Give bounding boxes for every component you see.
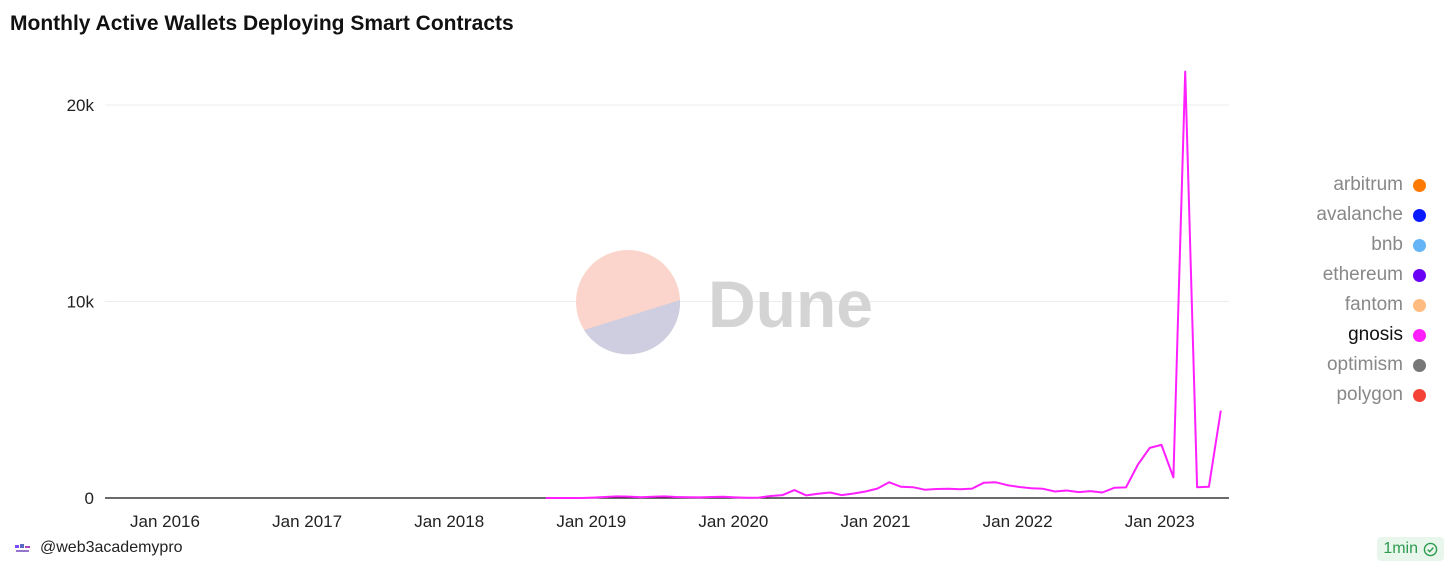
legend-item-arbitrum[interactable]: arbitrum [1333, 170, 1426, 200]
chart-title: Monthly Active Wallets Deploying Smart C… [10, 12, 514, 35]
legend-item-bnb[interactable]: bnb [1371, 230, 1426, 260]
legend-dot-icon [1413, 178, 1426, 192]
x-tick-label: Jan 2023 [1125, 512, 1195, 531]
x-tick-label: Jan 2020 [698, 512, 768, 531]
x-tick-label: Jan 2017 [272, 512, 342, 531]
refresh-interval: 1min [1383, 540, 1418, 557]
dune-watermark: Dune [576, 250, 873, 355]
y-tick-label: 20k [67, 96, 95, 115]
legend-dot-icon [1413, 388, 1426, 402]
legend-dot-icon [1413, 328, 1426, 342]
y-tick-label: 0 [85, 489, 94, 508]
x-tick-label: Jan 2021 [841, 512, 911, 531]
chart-legend: arbitrum avalanche bnb ethereum fantom gnosis… [1316, 170, 1426, 410]
author-credit[interactable]: @web3academypro [14, 539, 183, 557]
legend-item-ethereum[interactable]: ethereum [1323, 260, 1426, 290]
author-handle: @web3academypro [40, 539, 183, 556]
refresh-badge[interactable]: 1min [1377, 537, 1444, 561]
legend-dot-icon [1413, 238, 1426, 252]
y-tick-label: 10k [67, 293, 95, 312]
legend-item-polygon[interactable]: polygon [1336, 380, 1426, 410]
x-tick-label: Jan 2019 [556, 512, 626, 531]
legend-item-gnosis[interactable]: gnosis [1348, 320, 1426, 350]
x-tick-label: Jan 2016 [130, 512, 200, 531]
author-avatar-icon [15, 544, 30, 552]
legend-label: gnosis [1348, 324, 1403, 345]
legend-label: fantom [1344, 294, 1403, 315]
legend-label: ethereum [1322, 264, 1403, 285]
check-circle-icon [1423, 542, 1438, 556]
legend-label: avalanche [1316, 204, 1403, 225]
watermark-text: Dune [708, 267, 873, 341]
legend-label: polygon [1336, 384, 1403, 405]
x-tick-label: Jan 2018 [414, 512, 484, 531]
legend-label: bnb [1371, 234, 1403, 255]
legend-item-fantom[interactable]: fantom [1345, 290, 1426, 320]
legend-dot-icon [1413, 268, 1426, 282]
legend-label: optimism [1326, 354, 1403, 375]
watermark-logo-wedge [584, 300, 681, 355]
series-line-gnosis [545, 70, 1222, 499]
legend-dot-icon [1413, 298, 1426, 312]
legend-item-avalanche[interactable]: avalanche [1316, 200, 1426, 230]
legend-dot-icon [1413, 208, 1426, 222]
legend-item-optimism[interactable]: optimism [1327, 350, 1426, 380]
legend-dot-icon [1413, 358, 1426, 372]
legend-label: arbitrum [1333, 174, 1403, 195]
x-tick-label: Jan 2022 [983, 512, 1053, 531]
